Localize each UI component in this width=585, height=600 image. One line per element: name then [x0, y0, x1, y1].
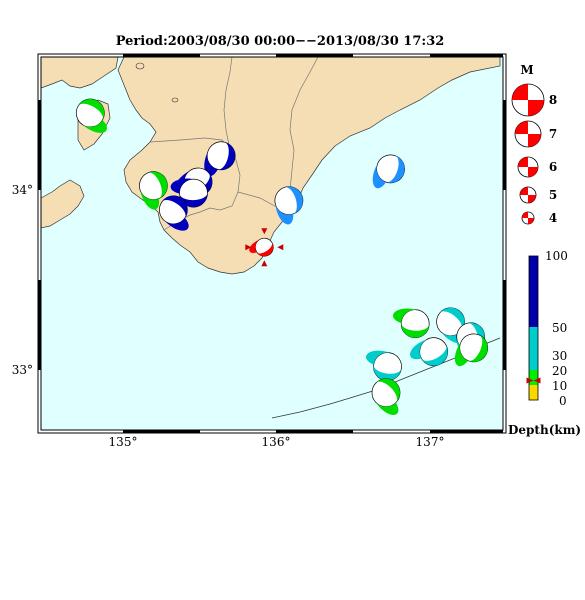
land-shikoku [40, 179, 85, 229]
latest-event-marker [245, 228, 284, 267]
island [135, 62, 145, 70]
lon-tick-label: 137° [416, 435, 445, 449]
magnitude-legend-title: M [520, 63, 533, 77]
magnitude-legend: M 8 7 6 5 4 [511, 63, 557, 225]
magnitude-symbol [517, 156, 539, 178]
event [454, 333, 489, 367]
depth-band-50-100 [529, 256, 538, 327]
event [274, 186, 304, 225]
depth-label: 0 [559, 394, 567, 408]
event [75, 98, 107, 133]
event [366, 350, 402, 381]
depth-band-20-50 [529, 327, 538, 370]
event [372, 154, 405, 189]
prefecture-borders [149, 56, 319, 231]
event [204, 141, 236, 177]
depth-label: 30 [552, 349, 567, 363]
magnitude-symbol [514, 120, 542, 148]
magnitude-label: 4 [549, 211, 557, 225]
event-layer [75, 98, 489, 415]
magnitude-symbol [519, 186, 537, 204]
map-title: Period:2003/08/30 00:00−−2013/08/30 17:3… [115, 34, 445, 49]
map-frame [37, 53, 507, 434]
depth-scale-title: Depth(km) [508, 423, 581, 437]
lon-tick-label: 135° [109, 435, 138, 449]
depth-marker [526, 377, 541, 384]
axis-labels: 135° 136° 137° 34° 33° [12, 183, 445, 449]
event [170, 178, 208, 208]
magnitude-symbol [511, 83, 545, 117]
land-mainland [117, 56, 501, 275]
magnitude-label: 5 [549, 188, 557, 202]
event [392, 308, 430, 339]
magnitude-symbol [521, 211, 535, 225]
event-latest [249, 237, 274, 257]
depth-label: 10 [552, 379, 567, 393]
depth-band-10-20 [529, 370, 538, 385]
magnitude-label: 6 [549, 160, 557, 174]
depth-band-0-10 [529, 385, 538, 400]
depth-scale: 100 50 30 20 10 0 Depth(km) [508, 249, 581, 437]
event [410, 337, 449, 367]
lat-tick-label: 33° [12, 363, 33, 377]
depth-label: 20 [552, 364, 567, 378]
depth-scale-outline [528, 255, 539, 401]
magnitude-label: 7 [549, 127, 557, 141]
magnitude-label: 8 [549, 93, 557, 107]
island [171, 97, 179, 103]
lat-tick-label: 34° [12, 183, 33, 197]
lon-tick-label: 136° [262, 435, 291, 449]
land-west [40, 56, 119, 89]
depth-label: 100 [545, 249, 568, 263]
event [159, 195, 189, 231]
event [371, 378, 401, 415]
depth-label: 50 [552, 321, 567, 335]
event [139, 171, 168, 210]
